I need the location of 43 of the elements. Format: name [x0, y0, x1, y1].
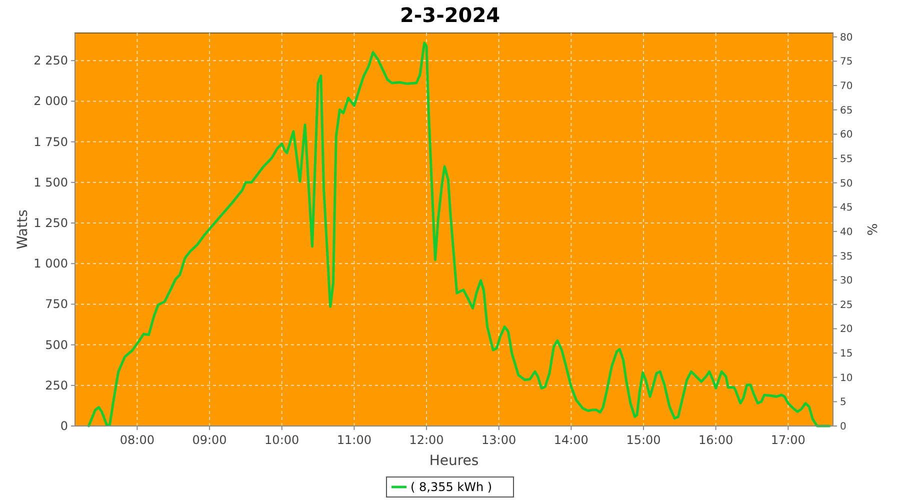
y-tick-label: 2 000: [34, 94, 68, 108]
y2-tick-label: 40: [840, 226, 853, 238]
y2-tick-label: 75: [840, 56, 853, 68]
y-tick-label: 500: [45, 338, 68, 352]
y-tick-label: 1 000: [34, 256, 68, 271]
y-tick-label: 1 250: [34, 216, 68, 230]
chart-title: 2-3-2024: [400, 3, 500, 27]
x-tick-label: 17:00: [770, 433, 806, 447]
x-tick-label: 08:00: [120, 433, 154, 447]
y2-tick-label: 0: [840, 422, 846, 432]
x-tick-label: 11:00: [336, 433, 372, 447]
y2-tick-label: 60: [840, 130, 853, 141]
y2-tick-label: 45: [840, 202, 853, 214]
x-tick-label: 16:00: [698, 433, 734, 447]
y-tick-label: 1 750: [34, 134, 68, 149]
x-tick-label: 14:00: [554, 433, 588, 447]
x-tick-label: 10:00: [264, 433, 300, 447]
y2-axis-title: %: [866, 223, 881, 236]
y-tick-label: 0: [60, 419, 68, 433]
legend-label: ( 8,355 kWh ): [410, 480, 492, 494]
y-tick-label: 1 500: [34, 175, 68, 190]
y-tick-label: 250: [45, 378, 68, 392]
y2-tick-label: 65: [840, 105, 853, 116]
x-tick-label: 09:00: [192, 433, 227, 447]
x-axis-title: Heures: [429, 453, 479, 469]
line-series: [87, 42, 831, 428]
y2-tick-label: 30: [840, 276, 853, 287]
y2-tick-label: 70: [840, 81, 853, 92]
y2-tick-label: 15: [840, 348, 853, 360]
y2-tick-label: 50: [840, 178, 853, 190]
y-tick-label: 2 250: [34, 54, 68, 68]
y2-tick-label: 80: [840, 32, 853, 44]
y2-tick-label: 10: [840, 372, 853, 384]
x-tick-label: 13:00: [482, 433, 516, 447]
y2-tick-label: 55: [840, 154, 853, 165]
y2-tick-label: 35: [840, 251, 853, 262]
x-tick-label: 15:00: [626, 433, 661, 447]
y-tick-label: 750: [45, 297, 68, 312]
y2-tick-label: 20: [840, 324, 853, 336]
x-tick-label: 12:00: [409, 433, 444, 447]
y-axis-title: Watts: [15, 210, 31, 250]
y2-tick-label: 5: [840, 397, 846, 408]
y2-tick-label: 25: [840, 300, 853, 311]
